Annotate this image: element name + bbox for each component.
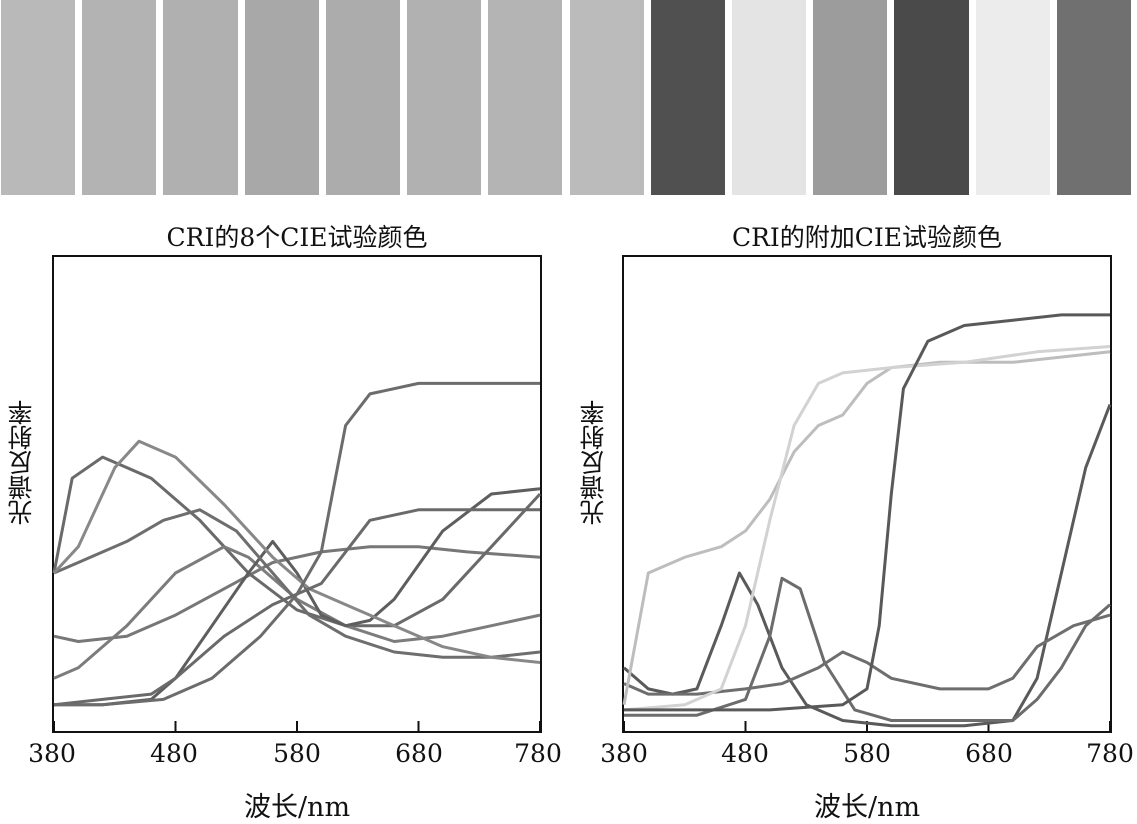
x-tick-label: 780 — [1086, 739, 1134, 768]
series-line-7 — [53, 508, 540, 707]
chart-title-left: CRI的8个CIE试验颜色 — [166, 223, 428, 252]
x-tick-label: 480 — [150, 739, 198, 768]
series-line-2 — [624, 576, 1111, 722]
series-line-1 — [623, 403, 1112, 728]
series-line-6 — [52, 439, 541, 664]
plot-area-right — [622, 255, 1112, 733]
x-tick-label: 580 — [273, 739, 321, 768]
series-line-3 — [53, 545, 541, 680]
x-tick-label: 480 — [721, 739, 769, 768]
y-axis-label-right: 光谱反射率 — [579, 400, 608, 525]
x-tick-label: 680 — [395, 739, 443, 768]
color-swatch — [1056, 0, 1131, 195]
series-line-5 — [623, 345, 1111, 712]
series-line-4 — [54, 487, 541, 707]
color-swatch — [1, 0, 76, 195]
color-swatch — [569, 0, 644, 195]
color-swatch — [82, 0, 157, 195]
color-swatch — [650, 0, 725, 195]
series-line-8 — [54, 381, 540, 707]
x-tick-label: 680 — [965, 739, 1013, 768]
chart-title-right: CRI的附加CIE试验颜色 — [731, 223, 1003, 252]
color-swatch — [244, 0, 319, 195]
x-tick-label: 380 — [28, 739, 76, 768]
color-swatch — [325, 0, 401, 195]
line-chart-right — [622, 313, 1112, 731]
color-swatch — [488, 0, 563, 195]
color-swatch — [894, 0, 969, 195]
plot-area-left — [52, 255, 542, 733]
color-swatch-strip — [0, 0, 1137, 195]
series-line-6 — [624, 313, 1110, 712]
x-tick-label: 580 — [843, 739, 891, 768]
x-tick-label: 380 — [600, 739, 648, 768]
x-axis-label-right: 波长/nm — [813, 792, 921, 823]
line-chart-left — [52, 381, 542, 731]
color-swatch — [163, 0, 238, 195]
series-line-2 — [52, 455, 542, 628]
series-line-5 — [53, 508, 541, 659]
color-swatch — [407, 0, 482, 195]
color-swatch — [731, 0, 807, 195]
series-line-4 — [622, 350, 1111, 705]
y-axis-label-left: 光谱反射率 — [7, 400, 36, 525]
x-tick-label: 780 — [514, 739, 562, 768]
x-axis-label-left: 波长/nm — [243, 792, 351, 823]
color-swatch — [813, 0, 888, 195]
color-swatch — [975, 0, 1050, 195]
